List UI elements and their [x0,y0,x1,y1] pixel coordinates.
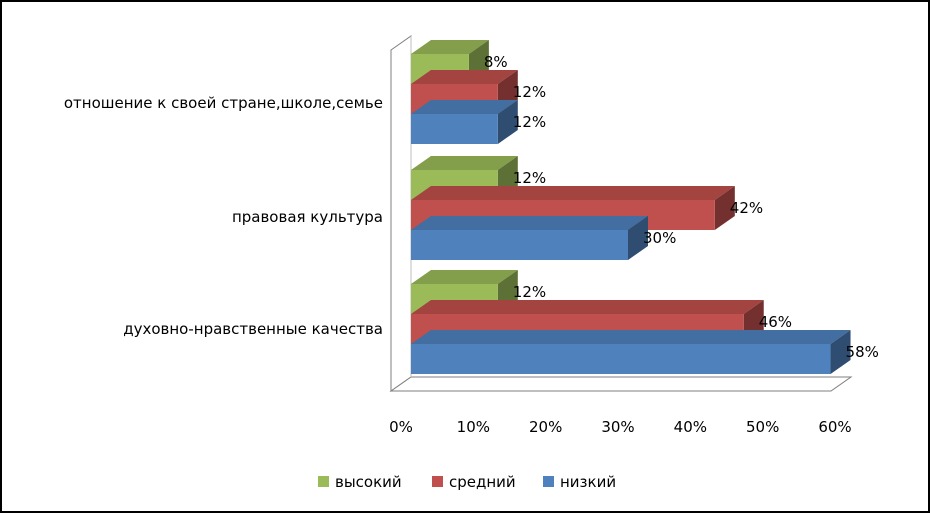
bar-top-face [411,216,648,230]
bar [411,230,628,260]
bar-top-face [411,40,489,54]
data-label: 8% [484,53,508,71]
bar-end-face [497,100,518,144]
bar-top-face [411,186,735,200]
x-tick-label: 10% [457,418,490,436]
data-label: 12% [513,83,546,101]
category-label: правовая культура [232,208,383,226]
bar-top-face [411,270,518,284]
bar-end-face [714,186,735,230]
data-label: 12% [513,283,546,301]
data-label: 58% [846,343,879,361]
x-tick-label: 50% [746,418,779,436]
legend-label: низкий [560,473,616,491]
data-label: 30% [643,229,676,247]
floor-wall [389,376,853,392]
x-tick-label: 30% [601,418,634,436]
data-label: 42% [730,199,763,217]
legend-swatch [318,476,329,487]
x-tick-label: 0% [389,418,413,436]
legend-label: средний [449,473,516,491]
data-label: 12% [513,113,546,131]
bar-top-face [411,100,518,114]
x-tick-label: 40% [674,418,707,436]
bar-top-face [411,300,764,314]
bar-end-face [628,216,648,260]
bar-top-face [411,156,518,170]
data-label: 46% [759,313,792,331]
x-tick-label: 60% [818,418,851,436]
bar-end-face [830,330,851,374]
bar [411,114,498,144]
legend-swatch [432,476,443,487]
legend-swatch [543,476,554,487]
bar [411,344,831,374]
bar-top-face [411,70,518,84]
legend-label: высокий [335,473,402,491]
category-label: отношение к своей стране,школе,семье [64,94,383,112]
bar-top-face [411,330,851,344]
data-label: 12% [513,169,546,187]
category-label: духовно-нравственные качества [123,320,383,338]
x-tick-label: 20% [529,418,562,436]
side-wall [390,35,412,392]
